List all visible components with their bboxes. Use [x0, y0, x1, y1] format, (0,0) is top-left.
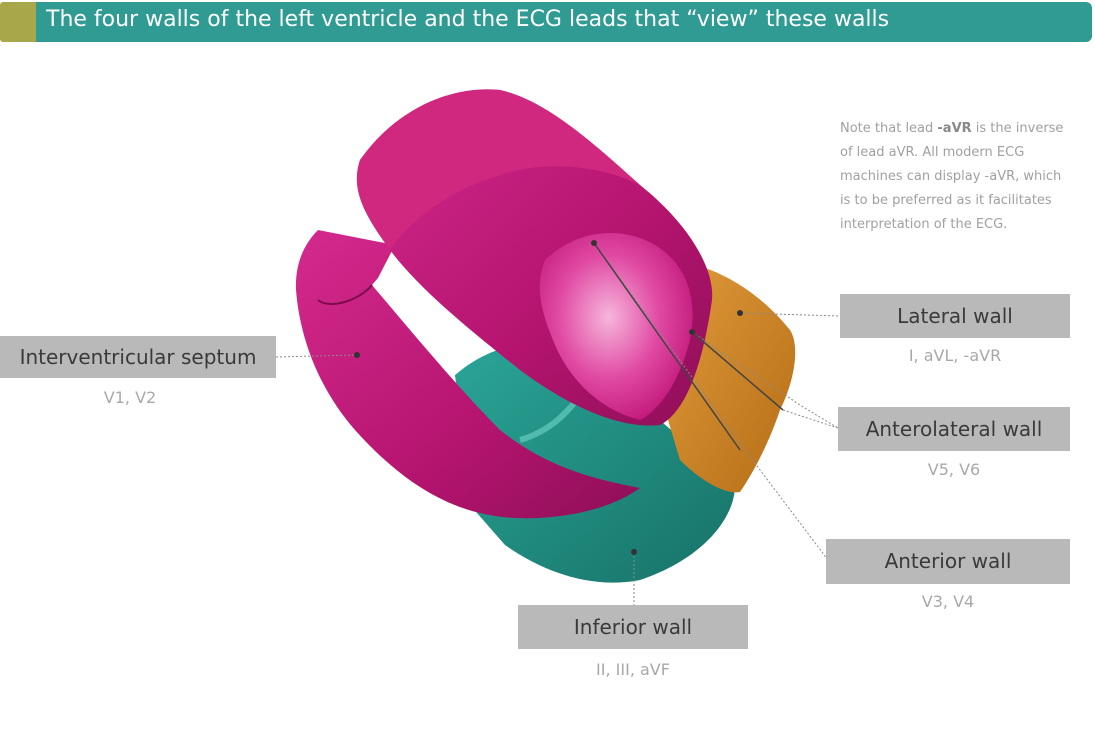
- septum-connector: [275, 354, 358, 358]
- anterior-wall-top: [356, 89, 640, 251]
- page-title: The four walls of the left ventricle and…: [46, 7, 890, 32]
- inferior-wall-leads: II, III, aVF: [596, 660, 670, 679]
- header-bar: [36, 2, 1092, 42]
- anterolateral-marker: [689, 329, 695, 335]
- inferior-wall-shape: [455, 343, 735, 583]
- anterior-wall-shine: [539, 232, 693, 420]
- note-prefix: Note that lead: [840, 121, 938, 136]
- lateral-wall-leads: I, aVL, -aVR: [908, 346, 1002, 365]
- header: The four walls of the left ventricle and…: [0, 0, 1095, 44]
- septum-marker: [354, 352, 360, 358]
- note-suffix: is the inverse of lead aVR. All modern E…: [840, 121, 1064, 232]
- anterolateral-connector-b: [782, 409, 839, 429]
- note-text: Note that lead -aVR is the inverse of le…: [840, 117, 1070, 237]
- anterior-connector: [593, 242, 829, 561]
- septum-shape: [295, 230, 640, 519]
- header-accent: [0, 2, 36, 42]
- septum-edge: [317, 284, 373, 305]
- anterolateral-wall-leads: V5, V6: [927, 460, 981, 479]
- septum-leads: V1, V2: [103, 388, 157, 407]
- inferior-marker: [631, 549, 637, 555]
- anterior-wall-leads: V3, V4: [921, 592, 975, 611]
- septum-label: Interventricular septum: [0, 336, 276, 378]
- lateral-wall-label: Lateral wall: [840, 294, 1070, 338]
- inferior-wall-label: Inferior wall: [518, 605, 748, 649]
- anterolateral-inner-line: [691, 331, 784, 411]
- anterior-wall-label: Anterior wall: [826, 539, 1070, 584]
- anterolateral-wall-label: Anterolateral wall: [838, 407, 1070, 451]
- anterior-marker: [591, 240, 597, 246]
- anterior-inner-line: [593, 242, 741, 451]
- lateral-marker: [737, 310, 743, 316]
- lateral-connector: [739, 312, 841, 317]
- note-lead: -aVR: [937, 121, 972, 136]
